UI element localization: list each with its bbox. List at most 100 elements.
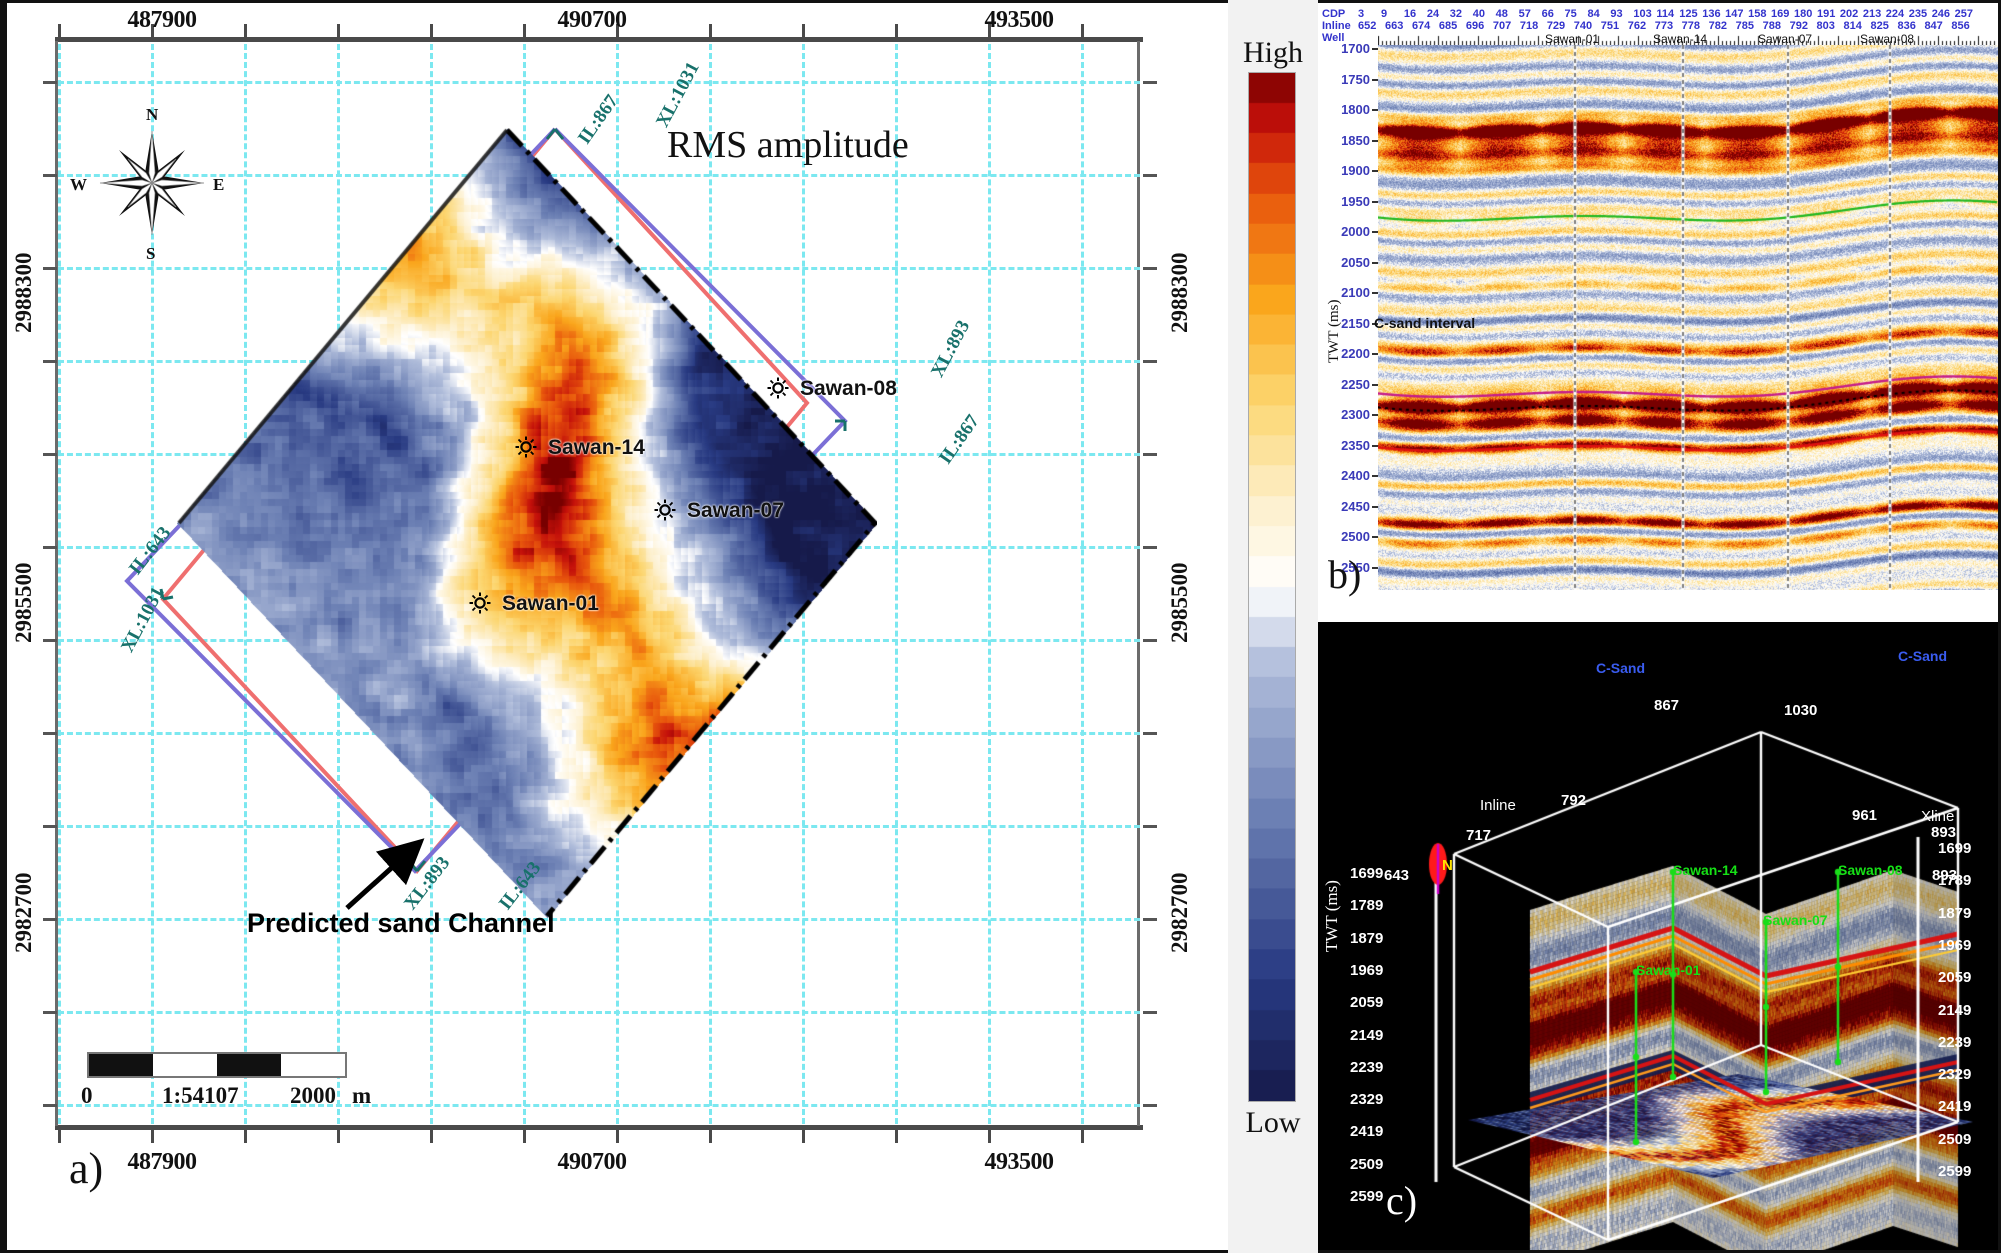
axis-tick [616,1130,619,1143]
axis-tick [430,24,433,37]
twt-tick-label: 1800 [1341,102,1370,117]
cdp-value: 257 [1954,8,1973,20]
twt-tick-label: 1750 [1341,71,1370,87]
colorbar-low-label: Low [1245,1106,1301,1139]
cdp-value: 180 [1794,8,1813,20]
twt-tick [1372,109,1379,111]
x-tick-label-bottom-0: 487900 [127,1149,198,1175]
axis-tick [151,24,154,37]
twt-tick [1372,231,1379,233]
twt-tick [1372,48,1379,50]
twt-tick [1372,170,1379,172]
axis-tick [802,1130,805,1143]
cdp-value: 213 [1862,8,1882,20]
axis-tick [43,1104,57,1107]
header-row-label-cdp: CDP [1322,8,1346,20]
axis-tick [523,24,526,37]
inline-value: 751 [1600,20,1620,32]
twt-tick [1372,536,1379,538]
inline-value: 696 [1465,20,1485,32]
twt-tick-label: 2050 [1341,254,1370,270]
axis-tick [895,24,898,37]
inline-value: 707 [1492,20,1512,32]
axis-tick [616,24,619,37]
inline-value: 856 [1951,20,1970,32]
cdp-value: 158 [1748,8,1767,20]
axis-tick [1143,1011,1157,1014]
grid-line-v [895,44,898,1124]
x-tick-label-top-0: 487900 [127,7,198,33]
twt-tick-label: 1950 [1341,193,1370,209]
cdp-value: 84 [1587,8,1600,20]
cdp-value: 169 [1771,8,1790,20]
grid-line-h [58,1104,1140,1107]
scale-right-label: 2000 [290,1083,336,1108]
well-label: Sawan-07 [687,499,784,522]
axis-tick [43,81,57,84]
cdp-value: 93 [1610,8,1623,20]
twt-tick-label: 2000 [1341,224,1370,239]
inline-value: 663 [1384,20,1404,32]
inline-value: 803 [1816,20,1835,32]
axis-tick [58,1130,61,1143]
seismic-image-b [1378,35,1998,590]
inline-value: 778 [1681,20,1701,32]
inline-value: 674 [1411,20,1431,32]
well-label: Sawan-14 [548,436,645,459]
x-tick-label-top-2: 493500 [984,7,1055,33]
axis-tick [988,24,991,37]
cdp-value: 9 [1380,8,1388,20]
axis-tick [523,1130,526,1143]
cdp-value: 32 [1449,8,1463,20]
axis-tick [43,267,57,270]
twt-tick [1372,475,1379,477]
axis-tick [43,174,57,177]
twt-tick-label: 2400 [1341,468,1370,483]
x-tick-label-bottom-2: 493500 [984,1149,1055,1175]
axis-tick [1081,1130,1084,1143]
cube-horizon-label: C-Sand [1898,648,1947,664]
y-tick-label-right-1: 2985500 [1167,562,1192,644]
rms-amplitude-raster [177,128,877,918]
cdp-value: 40 [1472,8,1485,20]
cdp-value: 191 [1816,8,1836,20]
inline-value: 773 [1654,20,1674,32]
axis-tick [43,825,57,828]
twt-tick-label: 2450 [1341,498,1370,514]
inline-value: 825 [1870,20,1889,32]
twt-tick [1372,566,1379,569]
cdp-value: 235 [1908,8,1928,20]
twt-tick [1372,383,1379,386]
axis-tick [430,1130,433,1143]
axis-tick [43,360,57,363]
grid-line-h [58,1011,1140,1014]
axis-tick [151,1130,154,1143]
scale-unit-label: m [352,1083,372,1108]
compass-south-label: S [146,244,156,263]
well-symbol-icon [767,377,789,399]
well-symbol-icon [469,592,491,614]
map-bottom-axis [55,1125,1143,1130]
axis-tick [1143,360,1157,363]
axis-tick [1143,732,1157,735]
cube-horizon-label: C-Sand [1596,660,1645,676]
axis-tick [802,24,805,37]
map-title: RMS amplitude [667,124,909,166]
well-label: Sawan-01 [502,592,599,615]
twt-tick [1372,353,1379,355]
twt-tick-label: 2500 [1341,529,1370,544]
twt-tick [1372,322,1379,325]
compass-north-label: N [146,105,159,124]
axis-tick [1143,267,1157,270]
cdp-value: 103 [1633,8,1652,20]
twt-tick [1372,505,1379,508]
twt-tick [1372,261,1379,264]
map-top-axis [55,37,1143,42]
colorbar-gradient [1248,72,1296,1102]
twt-tick-label: 2550 [1341,559,1370,575]
compass-east-label: E [213,175,225,194]
compass-west-label: W [70,175,87,194]
well-symbol-icon [515,436,537,458]
channel-arrow-icon [345,838,425,910]
axis-tick [43,453,57,456]
